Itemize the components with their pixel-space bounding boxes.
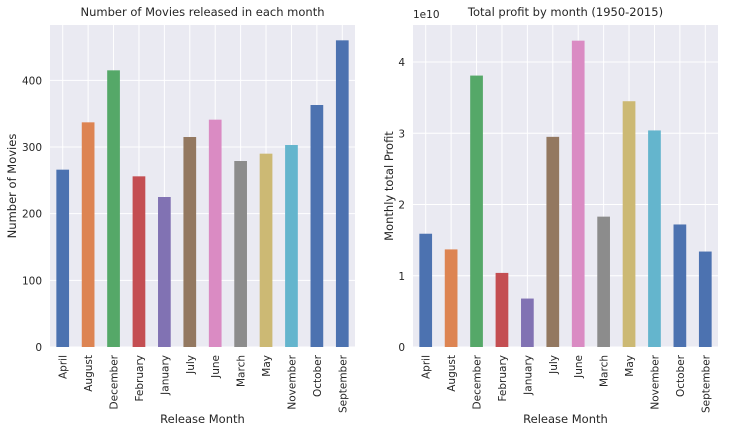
y-ticks: 0 1 2 3 4	[398, 57, 405, 354]
x-tick-label: November	[649, 354, 661, 409]
x-axis-label: Release Month	[523, 412, 608, 426]
y-axis-label: Number of Movies	[5, 134, 19, 239]
x-tick-label: April	[58, 355, 70, 379]
y-tick-label: 300	[22, 142, 42, 154]
x-tick-label: June	[210, 355, 222, 379]
bar-november	[285, 145, 298, 347]
bar-september	[335, 40, 349, 347]
bar-may	[622, 101, 636, 347]
y-tick-label: 0	[398, 342, 405, 354]
bar-august	[444, 249, 458, 347]
y-tick-label: 0	[35, 342, 42, 354]
x-tick-label: April	[421, 355, 433, 379]
y-ticks: 0 100 200 300 400	[22, 75, 42, 354]
x-tick-label: September	[700, 354, 712, 413]
bars	[419, 40, 712, 347]
bar-april	[56, 169, 70, 347]
x-tick-label: February	[134, 355, 146, 402]
x-tick-label: March	[236, 355, 248, 387]
x-tick-label: March	[599, 355, 611, 387]
bar-february	[495, 272, 509, 347]
bar-august	[81, 122, 95, 347]
x-tick-label: September	[337, 354, 349, 413]
y-tick-label: 3	[398, 128, 405, 140]
offset-label: 1e10	[413, 9, 440, 21]
bar-october	[310, 105, 324, 347]
x-axis-label: Release Month	[160, 412, 245, 426]
bar-june	[571, 40, 585, 347]
x-tick-label: June	[573, 355, 585, 379]
bar-november	[648, 130, 661, 347]
bar-december	[470, 75, 483, 347]
plot-area	[50, 25, 355, 347]
bar-september	[698, 251, 712, 347]
bar-july	[546, 136, 560, 347]
y-tick-label: 200	[22, 209, 42, 221]
x-tick-label: October	[675, 354, 687, 397]
y-tick-label: 1	[398, 271, 405, 283]
plot-area	[413, 25, 718, 347]
x-tick-label: November	[286, 354, 298, 409]
x-tick-label: August	[446, 355, 458, 392]
bar-june	[208, 119, 222, 348]
bar-january	[158, 197, 171, 347]
bar-december	[107, 70, 120, 347]
x-tick-label: July	[548, 355, 560, 375]
bars	[56, 40, 349, 348]
x-tick-label: January	[159, 355, 171, 396]
x-ticks: April August December February January July Ju…	[58, 354, 350, 413]
x-tick-label: December	[472, 354, 484, 409]
x-ticks: April August December February January July Ju…	[421, 354, 713, 413]
y-tick-label: 4	[398, 57, 405, 69]
bar-march	[234, 161, 247, 347]
profit-chart: 0 1 2 3 4 April August December February January…	[382, 5, 718, 426]
bar-april	[419, 233, 433, 347]
movies-count-chart: 0 100 200 300 400 April August December Februar…	[5, 5, 355, 426]
bar-february	[132, 176, 146, 347]
y-tick-label: 400	[22, 75, 42, 87]
bar-july	[183, 137, 197, 347]
y-tick-label: 2	[398, 200, 405, 212]
y-tick-label: 100	[22, 275, 42, 287]
y-axis-label: Monthly total Profit	[382, 131, 396, 241]
x-tick-label: August	[83, 355, 95, 392]
x-tick-label: May	[261, 355, 273, 377]
x-tick-label: February	[497, 355, 509, 402]
x-tick-label: July	[185, 355, 197, 375]
chart-title: Total profit by month (1950-2015)	[467, 5, 663, 19]
x-tick-label: January	[522, 355, 534, 396]
bar-may	[259, 153, 273, 347]
x-tick-label: October	[312, 354, 324, 397]
x-tick-label: May	[624, 355, 636, 377]
bar-january	[521, 298, 534, 347]
bar-march	[597, 216, 610, 347]
x-tick-label: December	[109, 354, 121, 409]
bar-october	[673, 224, 687, 347]
chart-title: Number of Movies released in each month	[80, 5, 324, 19]
